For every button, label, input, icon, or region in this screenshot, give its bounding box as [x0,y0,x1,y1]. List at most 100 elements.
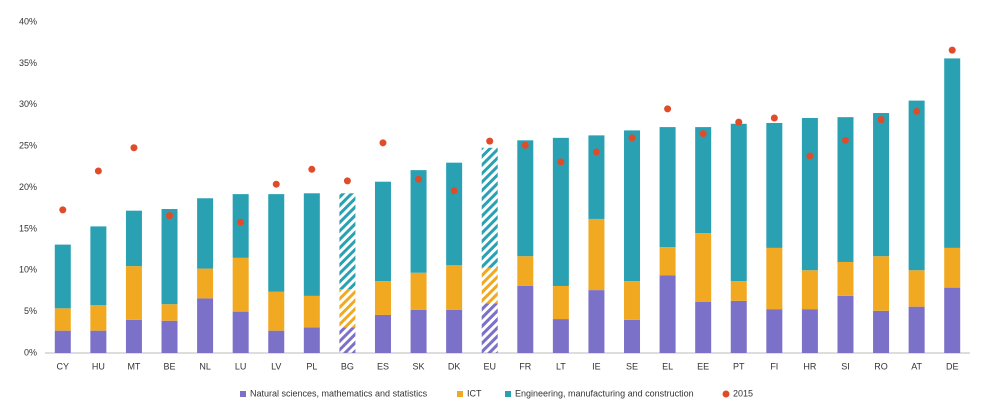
bar-segment [908,100,925,271]
bar-segment [588,218,605,291]
bar-segment [268,330,285,353]
y-tick-label: 0% [24,347,37,357]
x-tick-label: IE [592,361,601,371]
bar-segment [766,122,783,248]
bar-segment [303,193,320,296]
bar-segment [730,300,747,353]
x-tick-label: SI [841,361,850,371]
bar-segment [197,298,214,353]
bar-segment [517,140,534,257]
bar-segment [837,295,854,353]
bar-segment [446,309,463,353]
bar-segment [232,194,249,258]
x-tick-label: MT [127,361,140,371]
bar-segment [90,330,107,353]
bar-segment [624,281,641,320]
dot [308,165,316,173]
y-tick-label: 20% [19,182,37,192]
bar-segment [801,270,818,310]
x-tick-label: ES [377,361,389,371]
y-tick-label: 35% [19,58,37,68]
bar-segment [90,226,107,306]
y-tick-label: 15% [19,223,37,233]
bar-segment [552,319,569,353]
bar-segment [766,247,783,310]
y-tick-label: 10% [19,265,37,275]
bar-segment [624,130,641,282]
x-tick-label: DK [448,361,461,371]
bar-segment [944,247,961,288]
x-tick-label: EE [697,361,709,371]
bar-segment [446,265,463,310]
dot [557,158,565,166]
x-tick-label: LV [271,361,281,371]
y-tick-label: 30% [19,99,37,109]
bar-segment [125,319,142,353]
bar-segment [801,117,818,271]
y-tick-label: 40% [19,16,37,26]
bar-segment [766,309,783,353]
dot [59,206,67,214]
x-tick-label: RO [874,361,888,371]
x-tick-label: SK [413,361,425,371]
dot [130,144,138,152]
bar-segment [552,285,569,320]
x-tick-label: NL [199,361,211,371]
bar-segment [659,275,676,353]
bar-segment [197,198,214,269]
legend-label: Natural sciences, mathematics and statis… [250,388,428,398]
bar-segment [90,305,107,331]
x-tick-label: LT [556,361,566,371]
bar-segment [481,267,498,304]
dot [770,114,778,122]
legend-marker [457,391,463,397]
bar-segment [410,272,427,310]
dot [664,105,672,113]
y-tick-label: 25% [19,141,37,151]
legend-marker [505,391,511,397]
bar-segment [339,193,356,290]
x-tick-label: BG [341,361,354,371]
bar-segment [125,266,142,320]
bar-segment [873,310,890,353]
bar-segment [54,308,71,331]
bar-segment [944,287,961,353]
bar-segment [944,58,961,248]
bar-segment [659,127,676,248]
x-tick-label: LU [235,361,247,371]
dot [166,212,174,220]
x-tick-label: HU [92,361,105,371]
bar-segment [410,309,427,353]
x-tick-label: AT [911,361,922,371]
dot [592,148,600,156]
dot [343,177,351,185]
dot [486,137,494,145]
bar-segment [695,127,712,234]
bar-segment [730,123,747,282]
bar-segment [695,233,712,302]
bar-segment [268,194,285,292]
bar-segment [695,301,712,353]
bar-segment [873,256,890,311]
x-tick-label: BE [164,361,176,371]
bar-segment [374,314,391,353]
bar-segment [161,209,178,305]
dot [699,130,707,138]
x-tick-label: HR [803,361,816,371]
bar-segment [374,181,391,282]
bar-segment [517,285,534,353]
bar-segment [588,290,605,353]
dot [877,116,885,124]
bar-segment [232,311,249,353]
x-tick-label: EL [662,361,673,371]
bar-segment [197,268,214,299]
dot [272,180,280,188]
x-tick-label: FR [519,361,531,371]
dot [379,139,387,147]
x-tick-label: FI [770,361,778,371]
bar-segment [659,247,676,276]
legend-label: ICT [467,388,482,398]
bar-segment [481,303,498,353]
bar-segment [374,281,391,315]
